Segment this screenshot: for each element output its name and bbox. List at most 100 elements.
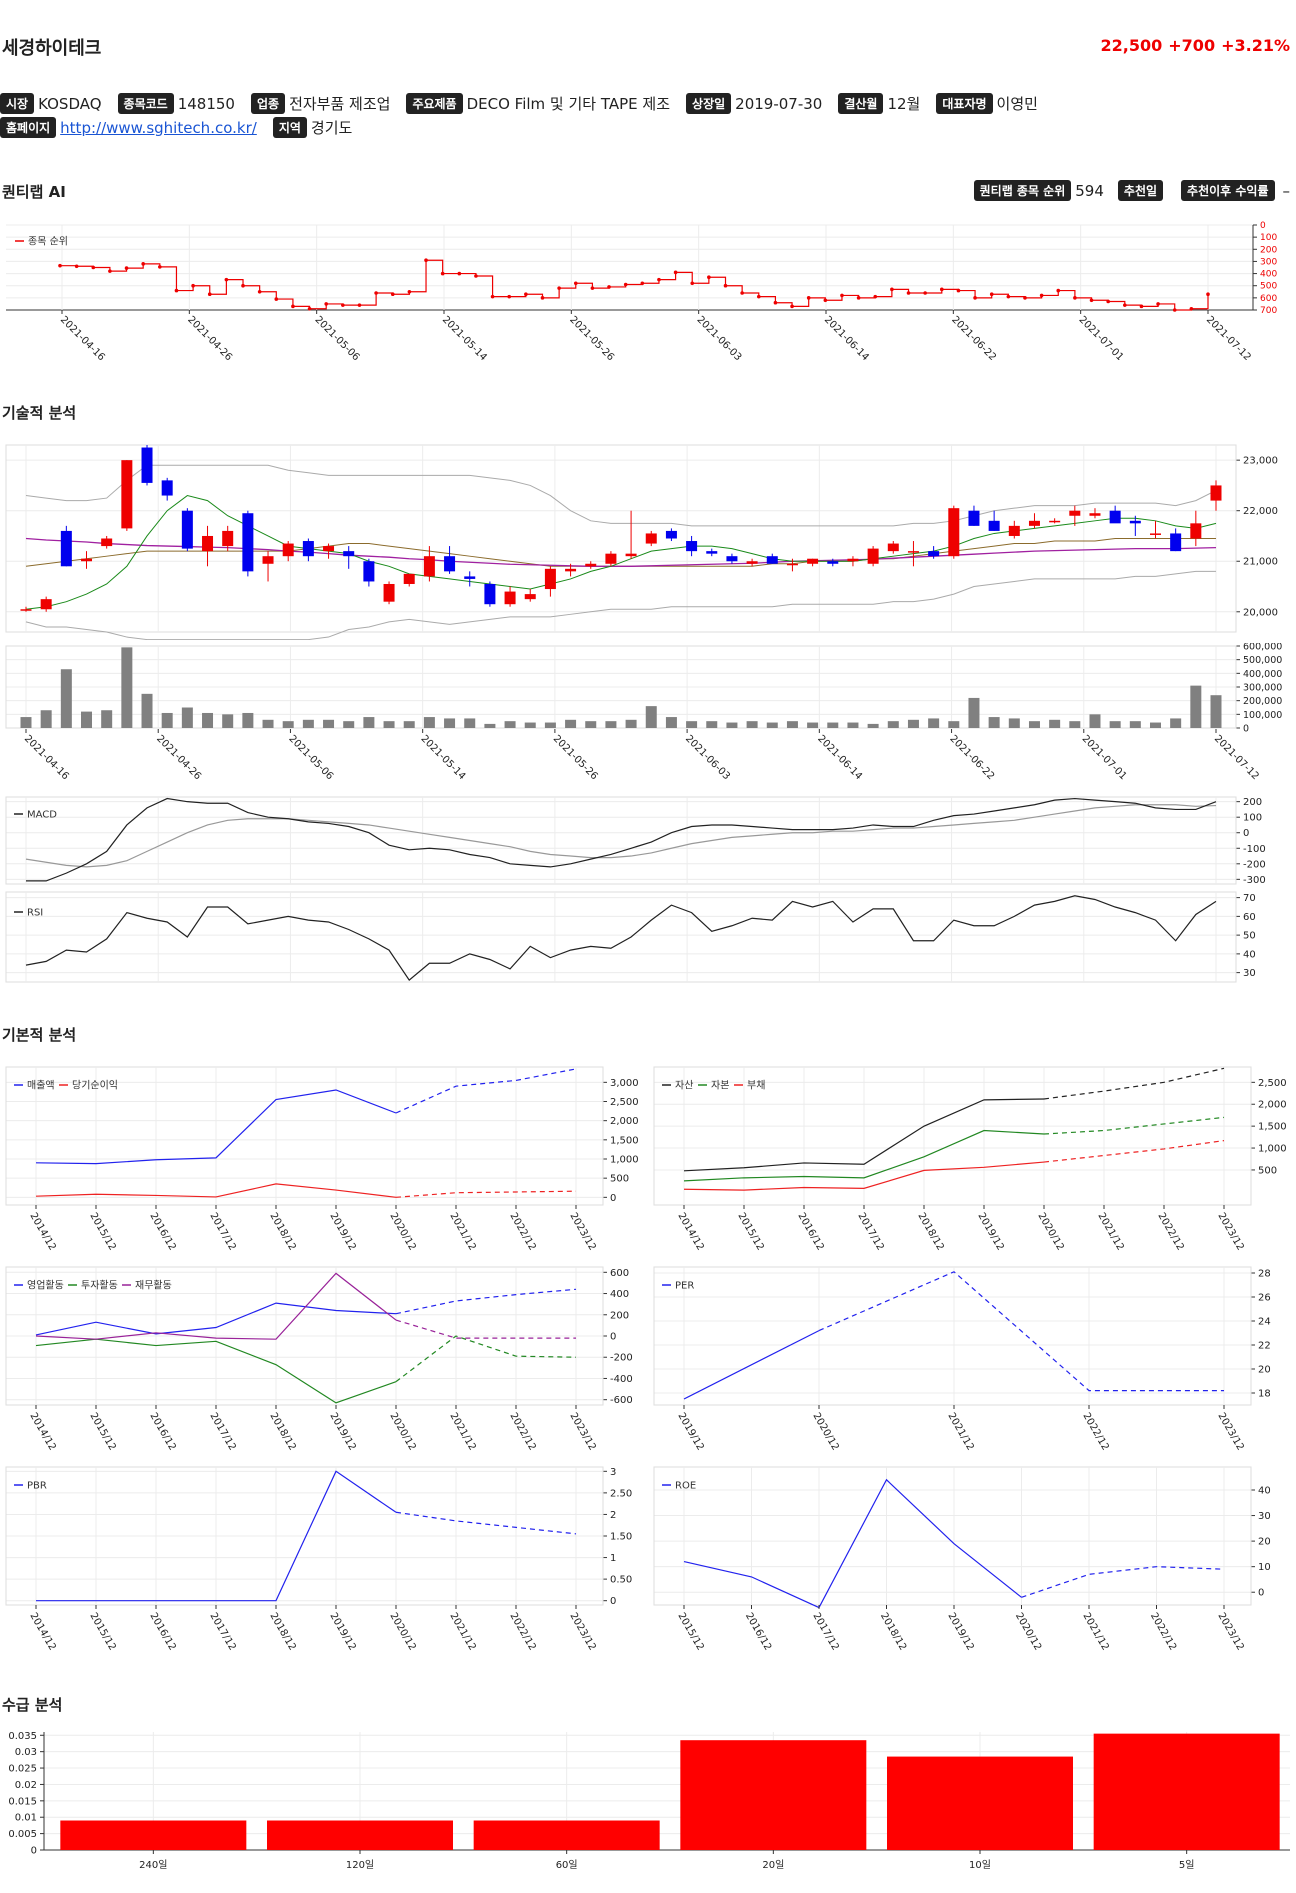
macd-chart: -300 -200 -100 0 100 200 MACD — [5, 796, 1266, 886]
y-tick-label: 0.035 — [8, 1731, 37, 1742]
cashflow-chart: -600 -400 -200 0 200 400 600 2014/12 2015/12 2016… — [5, 1266, 633, 1452]
legend-label: 자산 — [675, 1080, 693, 1092]
volume-bar — [81, 711, 93, 728]
x-tick-label: 2017/12 — [207, 1211, 237, 1252]
volume-bar — [746, 721, 758, 728]
x-tick-label: 2020/12 — [387, 1211, 417, 1252]
y-tick-label: 700 — [1260, 306, 1277, 316]
y-tick-label: 2.50 — [610, 1488, 632, 1499]
rank-point — [474, 274, 478, 278]
y-tick-label: 200 — [1260, 245, 1277, 255]
y-tick-label: 200 — [1243, 797, 1262, 808]
price-change: +700 — [1168, 36, 1216, 55]
series-line-forecast — [395, 1335, 577, 1383]
volume-bar — [565, 719, 577, 728]
x-tick-label: 2014/12 — [27, 1411, 57, 1452]
series-line-actual — [683, 1330, 820, 1400]
rank-point — [856, 296, 861, 300]
volume-bar — [141, 693, 153, 728]
rank-point — [524, 292, 528, 297]
assets-chart: 500 1,000 1,500 2,000 2,500 2014/12 2015/12 201… — [653, 1066, 1287, 1252]
x-tick-label: 120일 — [346, 1859, 374, 1871]
y-tick-label: 10 — [1258, 1562, 1271, 1573]
y-tick-label: 500 — [1258, 1165, 1277, 1176]
x-tick-label: 2021/12 — [447, 1411, 477, 1452]
y-tick-label: 20 — [1258, 1365, 1271, 1376]
ma20-line — [25, 537, 1217, 567]
y-tick-label: 0.015 — [8, 1796, 37, 1807]
legend-label: ROE — [675, 1481, 696, 1492]
series-line-actual — [683, 1478, 1022, 1609]
candle-body — [403, 573, 415, 584]
rec-date-badge: 추천일 — [1117, 180, 1164, 201]
y-tick-label: 28 — [1258, 1269, 1271, 1280]
rank-point — [324, 302, 329, 306]
homepage-link[interactable]: http://www.sghitech.co.kr/ — [60, 118, 257, 137]
rank-point — [573, 281, 578, 286]
rank-point — [723, 283, 728, 288]
y-tick-label: 0.025 — [8, 1764, 37, 1775]
ceo-value: 이영민 — [996, 95, 1038, 113]
rank-point — [707, 275, 711, 280]
volume-bar — [1028, 721, 1040, 728]
rank-point — [1039, 293, 1044, 298]
x-tick-label: 2021-06-14 — [822, 314, 871, 360]
candle-body — [1109, 510, 1121, 524]
supply-bar — [887, 1756, 1073, 1850]
candle-body — [1089, 513, 1101, 516]
candle-body — [1028, 520, 1040, 526]
volume-bar — [988, 717, 1000, 728]
candle-body — [302, 541, 314, 557]
supply-bar — [1093, 1733, 1280, 1850]
volume-bar — [928, 718, 940, 728]
rank-point — [890, 287, 894, 292]
candle-body — [323, 546, 335, 552]
rank-badge: 퀀티랩 종목 순위 — [973, 180, 1072, 201]
y-tick-label: 20 — [1258, 1537, 1271, 1548]
series-line-forecast — [395, 1288, 577, 1315]
rank-point — [956, 288, 961, 293]
candle-body — [585, 563, 597, 567]
x-tick-label: 2018/12 — [267, 1411, 297, 1452]
candle-body — [423, 556, 435, 577]
supply-bar — [680, 1740, 867, 1850]
y-tick-label: 0 — [1243, 724, 1249, 735]
candle-body — [827, 561, 839, 564]
x-tick-label: 2021/12 — [1095, 1211, 1125, 1252]
rank-point — [74, 264, 79, 269]
series-line-actual — [683, 1161, 1045, 1191]
series-line-forecast — [1021, 1566, 1225, 1598]
candle-body — [786, 563, 798, 566]
candle-body — [383, 583, 395, 602]
volume-bar — [262, 719, 274, 728]
plot-border — [5, 645, 1237, 729]
y-tick-label: 22,000 — [1243, 506, 1278, 517]
y-tick-label: 2,500 — [1258, 1078, 1287, 1089]
candle-body — [343, 551, 355, 557]
rank-point — [141, 262, 145, 266]
stock-info-row-2: 홈페이지 http://www.sghitech.co.kr/ 지역 경기도 — [0, 117, 368, 138]
region-badge: 지역 — [272, 117, 307, 138]
candle-body — [121, 460, 133, 529]
series-line-actual — [35, 1272, 397, 1340]
rank-point — [790, 304, 794, 309]
x-tick-label: 2021/12 — [447, 1211, 477, 1252]
rank-point — [191, 283, 195, 288]
pbr-chart: 0 0.50 1 1.50 2 2.50 3 2014/12 2015/12 2016/12 201… — [5, 1466, 632, 1652]
candle-body — [766, 556, 778, 564]
x-tick-label: 2021-04-26 — [154, 733, 203, 782]
candle-body — [645, 533, 657, 544]
x-tick-label: 2022/12 — [1155, 1211, 1185, 1252]
volume-bar — [827, 722, 839, 728]
volume-bar — [1008, 718, 1020, 728]
volume-bar — [948, 721, 960, 728]
rank-point — [623, 282, 628, 287]
roe-chart: 0 10 20 30 40 2015/12 2016/12 2017/12 2018/12 201… — [653, 1466, 1271, 1652]
y-tick-label: 0 — [31, 1846, 37, 1857]
x-tick-label: 2023/12 — [1215, 1411, 1245, 1452]
x-tick-label: 2015/12 — [87, 1611, 117, 1652]
x-tick-label: 2018/12 — [915, 1211, 945, 1252]
volume-bar — [726, 722, 738, 728]
volume-bar — [1149, 722, 1161, 728]
legend-label: 영업활동 — [27, 1279, 64, 1292]
